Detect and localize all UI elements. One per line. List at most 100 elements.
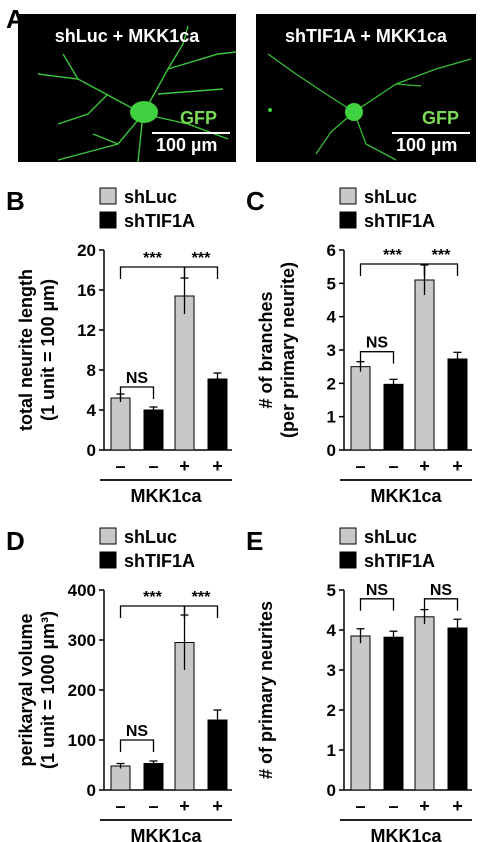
panel-c-bar xyxy=(350,366,371,451)
gfp-label-shtif1a: GFP xyxy=(422,108,460,128)
panel-d-significance-bracket xyxy=(119,739,155,752)
panel-d-y-tick-label: 100 xyxy=(68,731,96,750)
panel-e-bar xyxy=(447,627,468,791)
panel-b-significance-label: *** xyxy=(192,250,211,267)
neuron-image-shtif1a xyxy=(267,53,472,161)
panel-e-bar xyxy=(383,636,404,791)
panel-d-significance-label: *** xyxy=(192,589,211,606)
panel-d-legend-label-shluc: shLuc xyxy=(124,527,177,547)
panel-d-significance-bracket xyxy=(119,605,186,618)
panel-c-y-tick-label: 2 xyxy=(327,374,336,393)
panel-c-legend-label-shtif1a: shTIF1A xyxy=(364,211,435,231)
panel-b-y-tick-label: 16 xyxy=(77,281,96,300)
panel-d-y-tick-label: 300 xyxy=(68,631,96,650)
panel-c-significance-bracket xyxy=(423,263,459,276)
panel-c-letter: C xyxy=(246,186,265,216)
panel-c-y-tick-label: 5 xyxy=(327,274,336,293)
panel-e-y-label-line1: # of primary neurites xyxy=(256,601,276,779)
panel-d-legend-label-shtif1a: shTIF1A xyxy=(124,551,195,571)
panel-b-y-label-line1: total neurite length xyxy=(16,269,36,431)
panel-b-y-tick-label: 4 xyxy=(87,401,97,420)
panel-c-significance-bracket xyxy=(359,263,426,276)
panel-d-bar xyxy=(143,763,164,791)
panel-c-legend-swatch-shluc xyxy=(339,187,357,205)
micrograph-title-shluc: shLuc + MKK1ca xyxy=(54,26,200,46)
panel-d-legend-swatch-shtif1a xyxy=(99,551,117,569)
panel-d-significance-label: *** xyxy=(143,589,162,606)
micrograph-shluc: shLuc + MKK1ca GFP 100 µm xyxy=(18,14,236,162)
panel-d-x-tick-label: + xyxy=(179,796,190,816)
panel-d-x-tick-label: + xyxy=(212,796,223,816)
panel-e-x-tick-label: – xyxy=(388,796,398,816)
panel-e-y-tick-label: 5 xyxy=(327,581,336,600)
panel-b-y-tick-label: 8 xyxy=(87,361,96,380)
scale-bar-shtif1a xyxy=(392,132,470,134)
panel-c-bar xyxy=(383,383,404,451)
panel-d-y-label-line1: perikaryal volume xyxy=(16,613,36,766)
panel-b-bar xyxy=(143,409,164,451)
panel-e-y-tick-label: 4 xyxy=(327,621,337,640)
panel-c-bar xyxy=(414,279,435,451)
panel-c-significance-label: *** xyxy=(432,247,451,264)
panel-b-x-tick-label: – xyxy=(115,456,125,476)
panel-c-x-tick-label: – xyxy=(355,456,365,476)
panel-b-legend-swatch-shtif1a xyxy=(99,211,117,229)
panel-b-group-label: MKK1ca xyxy=(130,486,202,506)
panel-e-x-tick-label: + xyxy=(419,796,430,816)
gfp-label-shluc: GFP xyxy=(180,108,218,128)
panel-c-bar xyxy=(447,358,468,451)
panel-e-x-tick-label: – xyxy=(355,796,365,816)
panel-e-y-tick-label: 0 xyxy=(327,781,336,800)
panel-c-x-tick-label: – xyxy=(388,456,398,476)
panel-d-y-tick-label: 0 xyxy=(87,781,96,800)
panel-d-y-label-group: perikaryal volume (1 unit = 1000 µm³) xyxy=(16,611,58,769)
panel-b-y-tick-label: 0 xyxy=(87,441,96,460)
panel-c-significance-label: NS xyxy=(366,335,389,352)
panel-b-bar xyxy=(110,397,131,451)
panel-d-y-tick-label: 200 xyxy=(68,681,96,700)
panel-c-y-label-line2: (per primary neurite) xyxy=(278,262,298,438)
panel-b-legend-label-shluc: shLuc xyxy=(124,187,177,207)
panel-b-legend-swatch-shluc xyxy=(99,187,117,205)
panel-c-y-tick-label: 6 xyxy=(327,241,336,260)
panel-c-x-tick-label: + xyxy=(419,456,430,476)
panel-d-y-tick-label: 400 xyxy=(68,581,96,600)
panel-b-y-label-line2: (1 unit = 100 µm) xyxy=(38,279,58,421)
panel-d-x-tick-label: – xyxy=(148,796,158,816)
micrograph-shtif1a: shTIF1A + MKK1ca GFP 100 µm xyxy=(256,14,476,162)
panel-d-group-label: MKK1ca xyxy=(130,826,202,842)
panel-c-group-label: MKK1ca xyxy=(370,486,442,506)
panel-e-significance-bracket xyxy=(359,598,395,611)
micrograph-title-shtif1a: shTIF1A + MKK1ca xyxy=(285,26,447,46)
panel-e-legend-swatch-shtif1a xyxy=(339,551,357,569)
panel-c-legend-swatch-shtif1a xyxy=(339,211,357,229)
panel-e-letter: E xyxy=(246,526,263,556)
panel-c-significance-label: *** xyxy=(383,247,402,264)
panel-e-significance-bracket xyxy=(423,598,459,611)
panel-e-y-tick-label: 2 xyxy=(327,701,336,720)
panel-b-significance-bracket xyxy=(119,386,155,399)
panel-b-significance-label: NS xyxy=(126,370,149,387)
panel-b-y-tick-label: 12 xyxy=(77,321,96,340)
panel-e-group-label: MKK1ca xyxy=(370,826,442,842)
panel-b-x-tick-label: + xyxy=(179,456,190,476)
panel-b-significance-bracket xyxy=(119,266,186,279)
panel-d-significance-bracket xyxy=(183,605,219,618)
panel-b-x-tick-label: – xyxy=(148,456,158,476)
panel-c-significance-bracket xyxy=(359,351,395,364)
panel-e-legend-label-shtif1a: shTIF1A xyxy=(364,551,435,571)
panel-e-y-label-group: # of primary neurites xyxy=(256,601,276,779)
panel-c-y-label-line1: # of branches xyxy=(256,291,276,408)
panel-d-bar xyxy=(207,719,228,791)
panel-d-letter: D xyxy=(6,526,25,556)
panel-b-y-label-group: total neurite length (1 unit = 100 µm) xyxy=(16,269,58,431)
panel-c-y-tick-label: 3 xyxy=(327,341,336,360)
panel-d-significance-label: NS xyxy=(126,723,149,740)
scale-bar-shluc xyxy=(152,132,230,134)
panel-b-significance-label: *** xyxy=(143,250,162,267)
panel-c-y-tick-label: 1 xyxy=(327,408,336,427)
panel-b-bar xyxy=(207,378,228,451)
